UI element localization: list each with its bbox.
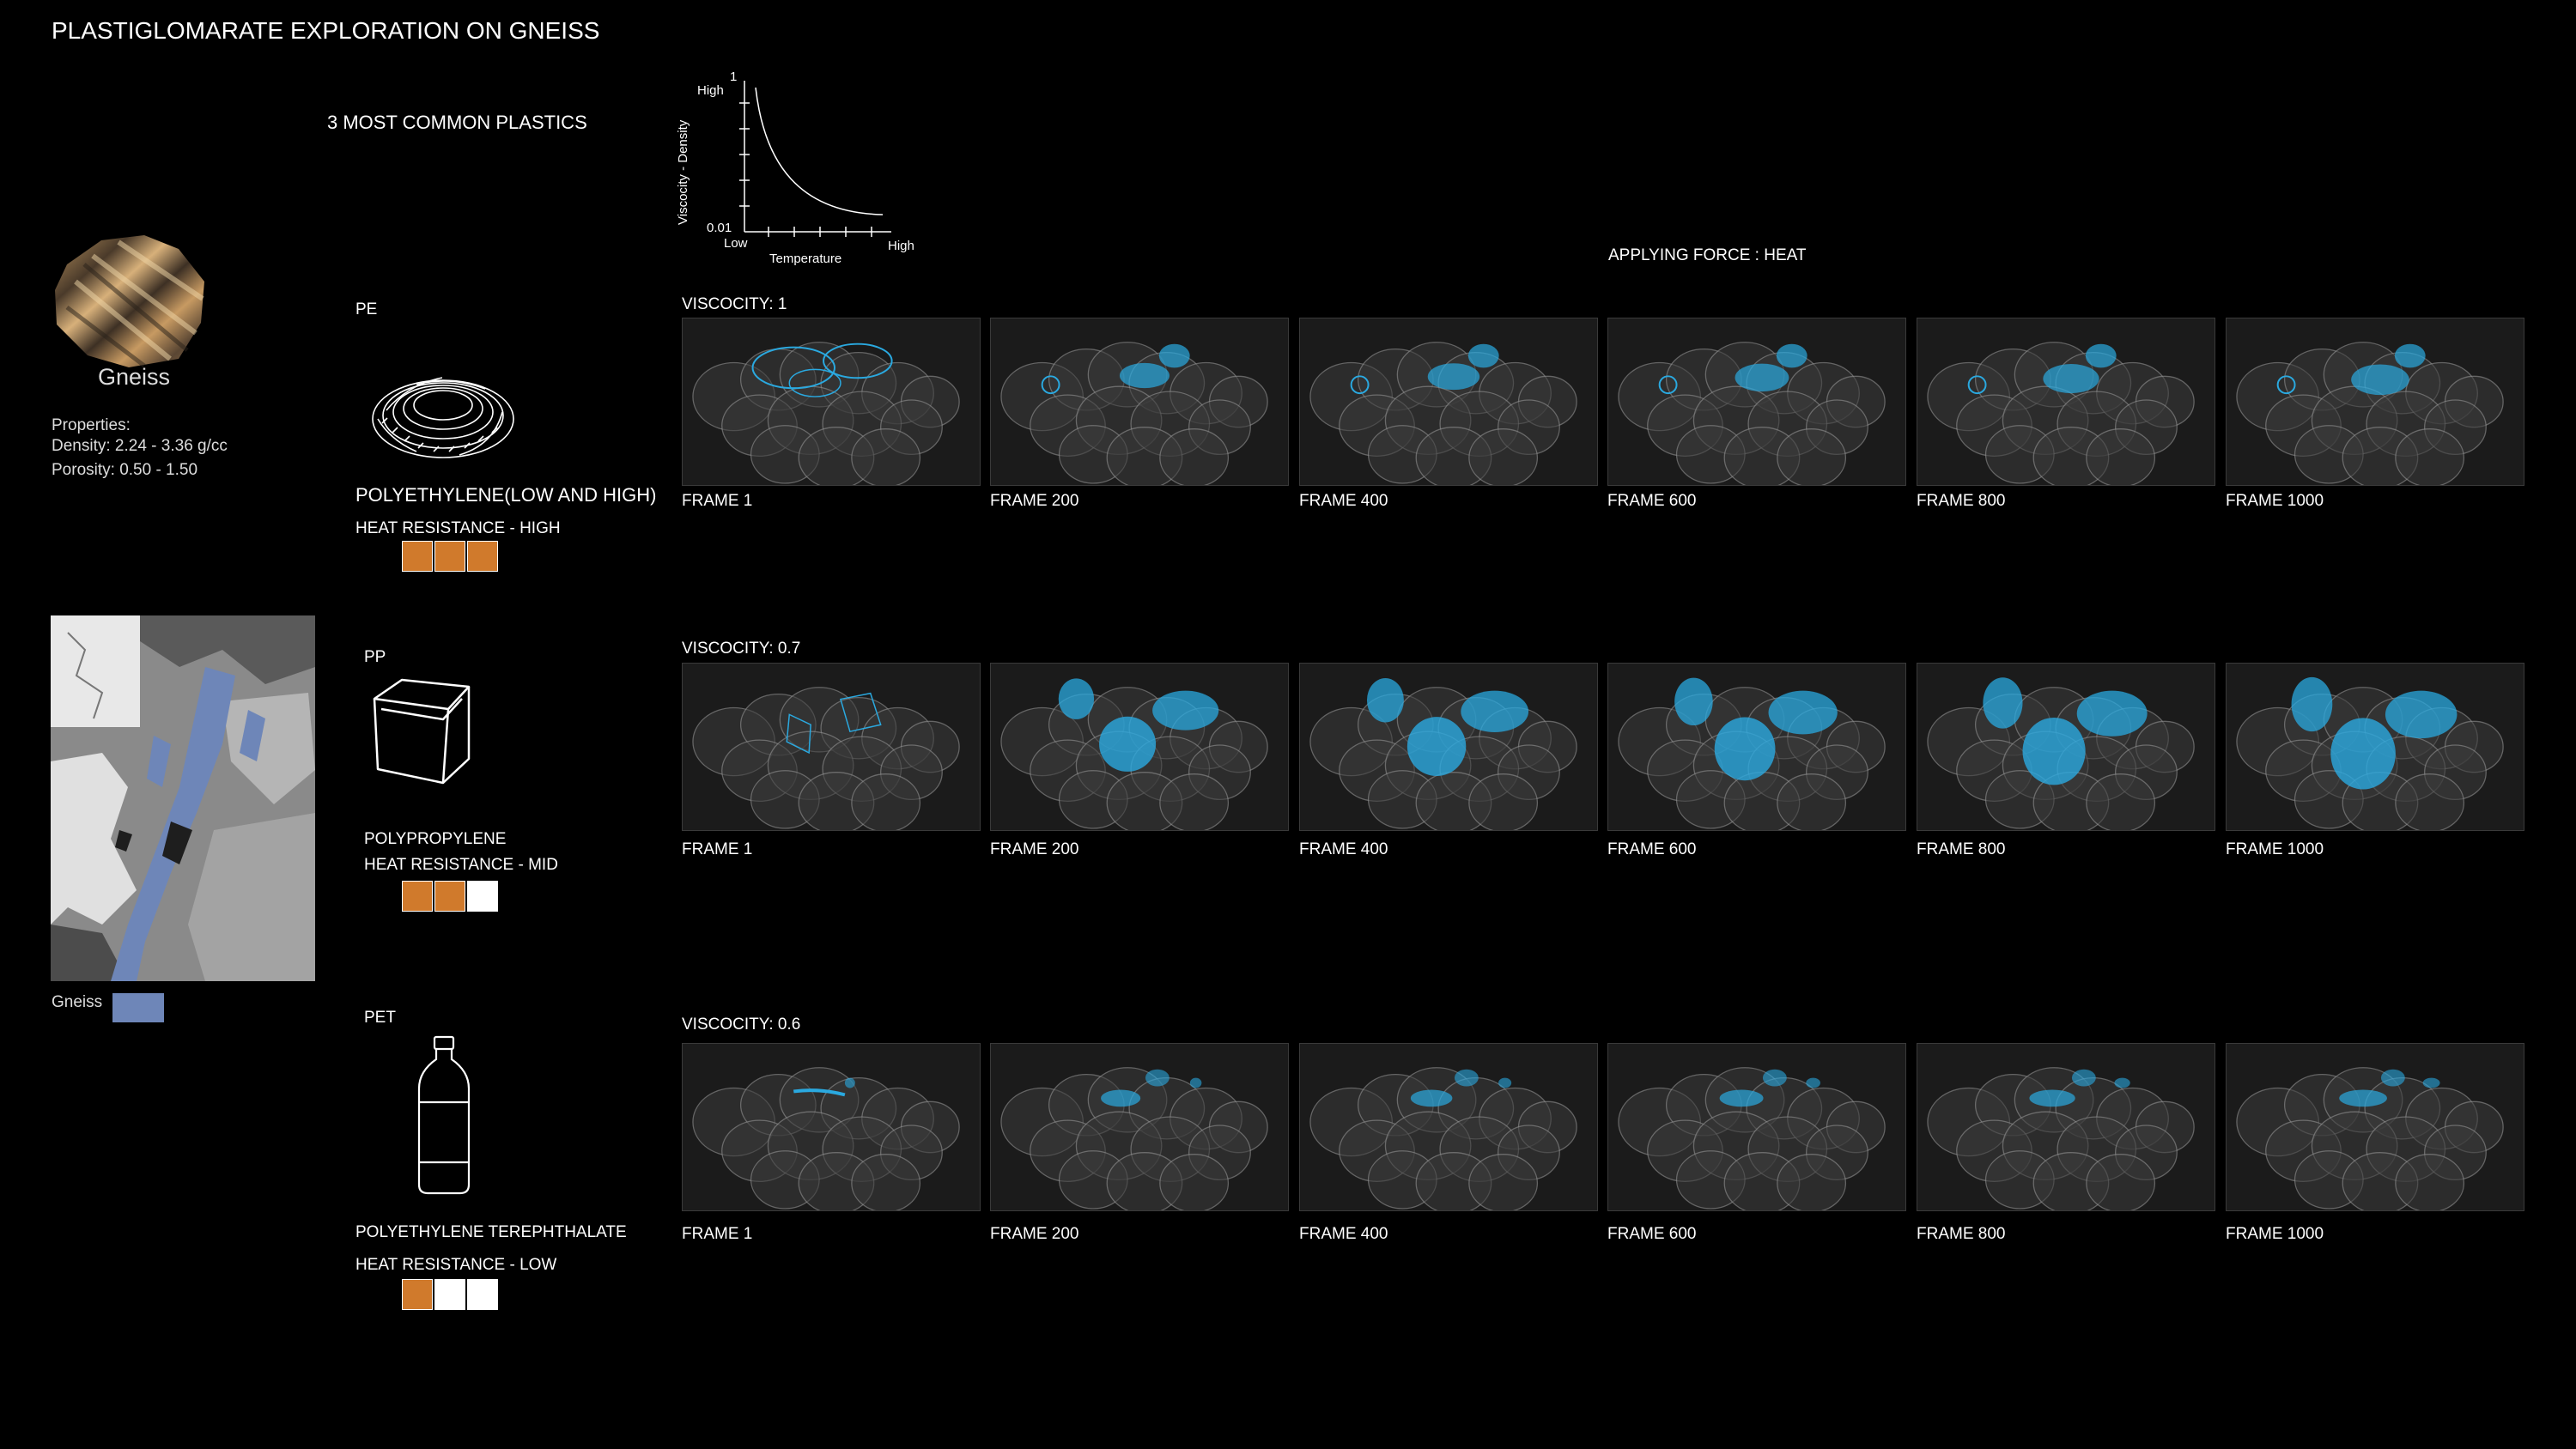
rock-name: Gneiss xyxy=(98,364,171,390)
pet-viscosity: VISCOCITY: 0.6 xyxy=(682,1016,801,1034)
pp-abbr: PP xyxy=(364,648,386,666)
graph-y-top-label: High xyxy=(697,83,724,98)
density-value: Density: 2.24 - 3.36 g/cc xyxy=(52,437,228,455)
simulation-frame xyxy=(1607,663,1906,831)
simulation-frame xyxy=(2226,1043,2524,1211)
heat-segment xyxy=(434,1279,465,1310)
heat-segment xyxy=(402,541,433,572)
frame-label: FRAME 800 xyxy=(1917,492,2006,510)
frame-label: FRAME 600 xyxy=(1607,1225,1697,1243)
pet-name: POLYETHYLENE TEREPHTHALATE xyxy=(355,1223,627,1241)
graph-x-left-label: Low xyxy=(724,236,748,251)
graph-y-top-value: 1 xyxy=(730,70,738,84)
simulation-frame xyxy=(1299,663,1598,831)
frame-label: FRAME 600 xyxy=(1607,840,1697,858)
page-title: PLASTIGLOMARATE EXPLORATION ON GNEISS xyxy=(52,17,600,44)
simulation-frame xyxy=(990,318,1289,486)
frame-label: FRAME 1000 xyxy=(2226,1225,2324,1243)
simulation-frame xyxy=(1917,1043,2215,1211)
frame-label: FRAME 200 xyxy=(990,492,1079,510)
frame-label: FRAME 1000 xyxy=(2226,492,2324,510)
rope-icon xyxy=(365,359,521,470)
graph-x-axis-label: Temperature xyxy=(769,252,842,266)
frame-label: FRAME 1000 xyxy=(2226,840,2324,858)
properties-heading: Properties: xyxy=(52,416,131,434)
heat-segment xyxy=(467,541,498,572)
simulation-frame xyxy=(1917,318,2215,486)
pe-viscosity: VISCOCITY: 1 xyxy=(682,295,787,313)
geological-map xyxy=(51,615,315,981)
porosity-value: Porosity: 0.50 - 1.50 xyxy=(52,461,198,479)
simulation-frame xyxy=(1917,663,2215,831)
frame-label: FRAME 200 xyxy=(990,1225,1079,1243)
graph-x-right-label: High xyxy=(888,239,914,253)
simulation-frame xyxy=(990,663,1289,831)
pet-abbr: PET xyxy=(364,1009,396,1027)
simulation-frame xyxy=(1299,318,1598,486)
frame-label: FRAME 1 xyxy=(682,1225,753,1243)
frame-label: FRAME 1 xyxy=(682,492,753,510)
gneiss-rock-image xyxy=(50,230,210,371)
frame-label: FRAME 400 xyxy=(1299,492,1388,510)
frame-label: FRAME 600 xyxy=(1607,492,1697,510)
heat-segment xyxy=(467,881,498,912)
frame-label: FRAME 400 xyxy=(1299,840,1388,858)
graph-y-axis-label: Viscocity - Density xyxy=(676,119,690,225)
pe-name: POLYETHYLENE(LOW AND HIGH) xyxy=(355,484,657,506)
pet-heat-resistance: HEAT RESISTANCE - LOW xyxy=(355,1256,557,1274)
heat-segment xyxy=(402,1279,433,1310)
simulation-frame xyxy=(682,1043,981,1211)
frame-label: FRAME 400 xyxy=(1299,1225,1388,1243)
simulation-frame xyxy=(2226,318,2524,486)
simulation-frame xyxy=(1607,318,1906,486)
heat-segment xyxy=(434,881,465,912)
bottle-icon xyxy=(414,1034,474,1197)
simulation-frame xyxy=(2226,663,2524,831)
pe-heat-resistance: HEAT RESISTANCE - HIGH xyxy=(355,519,561,537)
container-icon xyxy=(369,675,477,786)
plastics-heading: 3 MOST COMMON PLASTICS xyxy=(327,112,587,133)
pp-heat-resistance: HEAT RESISTANCE - MID xyxy=(364,856,558,874)
simulation-frame xyxy=(682,663,981,831)
map-legend-label: Gneiss xyxy=(52,993,103,1011)
pe-abbr: PE xyxy=(355,300,378,318)
simulation-frame xyxy=(1299,1043,1598,1211)
frame-label: FRAME 800 xyxy=(1917,840,2006,858)
pp-name: POLYPROPYLENE xyxy=(364,830,507,848)
map-legend-swatch xyxy=(112,993,164,1022)
graph-y-bottom-value: 0.01 xyxy=(707,221,732,235)
frame-label: FRAME 200 xyxy=(990,840,1079,858)
frame-label: FRAME 800 xyxy=(1917,1225,2006,1243)
frame-label: FRAME 1 xyxy=(682,840,753,858)
force-label: APPLYING FORCE : HEAT xyxy=(1608,246,1807,264)
simulation-frame xyxy=(990,1043,1289,1211)
heat-segment xyxy=(402,881,433,912)
heat-segment xyxy=(467,1279,498,1310)
viscosity-temperature-graph xyxy=(670,69,927,275)
simulation-frame xyxy=(682,318,981,486)
pp-viscosity: VISCOCITY: 0.7 xyxy=(682,640,801,658)
simulation-frame xyxy=(1607,1043,1906,1211)
heat-segment xyxy=(434,541,465,572)
